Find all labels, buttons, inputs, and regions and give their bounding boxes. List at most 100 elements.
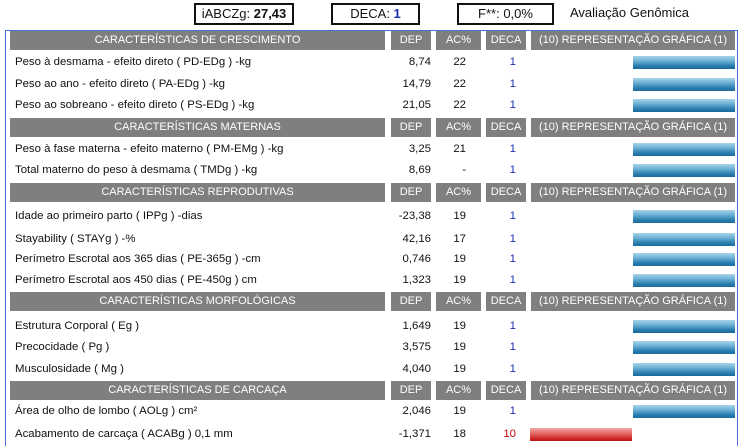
deca-column-header: DECA bbox=[486, 183, 526, 202]
deca-column-header: DECA bbox=[486, 118, 526, 137]
deca-value: 10 bbox=[503, 428, 516, 440]
table-row: Stayability ( STAYg ) -% 42,16 17 1 bbox=[10, 228, 735, 250]
graph-bar bbox=[633, 320, 735, 333]
dep-value: 4,040 bbox=[402, 363, 431, 375]
table-row: Peso à fase materna - efeito materno ( P… bbox=[10, 138, 735, 160]
deca-label: DECA: bbox=[350, 6, 394, 21]
dep-value: 1,323 bbox=[402, 274, 431, 286]
dep-column-header: DEP bbox=[391, 183, 431, 202]
table-row: Idade ao primeiro parto ( IPPg ) -dias -2… bbox=[10, 205, 735, 227]
f-value: 0,0% bbox=[503, 6, 533, 21]
ac-value: 18 bbox=[453, 428, 466, 440]
table-row: Área de olho de lombo ( AOLg ) cm² 2,046 1… bbox=[10, 400, 735, 422]
section-title: CARACTERÍSTICAS MATERNAS bbox=[10, 118, 385, 137]
trait-label: Peso ao sobreano - efeito direto ( PS-ED… bbox=[15, 99, 255, 111]
dep-value: 8,74 bbox=[408, 56, 431, 68]
ac-column-header: AC% bbox=[436, 381, 481, 400]
section-header: CARACTERÍSTICAS DE CARCAÇA DEP AC% DECA (10)… bbox=[10, 381, 735, 400]
dep-column-header: DEP bbox=[391, 31, 431, 50]
ac-value: 17 bbox=[453, 233, 466, 245]
deca-value: 1 bbox=[509, 233, 516, 245]
section-header: CARACTERÍSTICAS MATERNAS DEP AC% DECA (10) R… bbox=[10, 118, 735, 137]
dep-value: -23,38 bbox=[398, 210, 431, 222]
deca-value: 1 bbox=[509, 78, 516, 90]
table-row: Peso à desmama - efeito direto ( PD-EDg … bbox=[10, 51, 735, 73]
dep-value: 1,649 bbox=[402, 320, 431, 332]
graph-bar bbox=[633, 405, 735, 418]
trait-label: Peso à desmama - efeito direto ( PD-EDg … bbox=[15, 56, 252, 68]
table-row: Peso ao sobreano - efeito direto ( PS-ED… bbox=[10, 94, 735, 116]
dep-value: 3,25 bbox=[408, 143, 431, 155]
trait-label: Área de olho de lombo ( AOLg ) cm² bbox=[15, 405, 198, 417]
graph-bar bbox=[633, 274, 735, 287]
table-row: Perímetro Escrotal aos 450 dias ( PE-450… bbox=[10, 269, 735, 291]
ac-value: 19 bbox=[453, 405, 466, 417]
graph-bar bbox=[633, 143, 735, 156]
ac-value: 19 bbox=[453, 210, 466, 222]
graph-bar bbox=[633, 78, 735, 91]
graph-bar bbox=[633, 56, 735, 69]
section-title: CARACTERÍSTICAS DE CRESCIMENTO bbox=[10, 31, 385, 50]
deca-value: 1 bbox=[509, 210, 516, 222]
graph-column-header: (10) REPRESENTAÇÃO GRÁFICA (1) bbox=[531, 381, 735, 400]
trait-label: Perímetro Escrotal aos 365 dias ( PE-365… bbox=[15, 253, 261, 265]
deca-value: 1 bbox=[509, 363, 516, 375]
trait-label: Musculosidade ( Mg ) bbox=[15, 363, 124, 375]
dep-column-header: DEP bbox=[391, 118, 431, 137]
trait-label: Estrutura Corporal ( Eg ) bbox=[15, 320, 140, 332]
page-title: Avaliação Genômica bbox=[570, 5, 689, 20]
dep-value: 3,575 bbox=[402, 341, 431, 353]
ac-value: 22 bbox=[453, 99, 466, 111]
deca-value: 1 bbox=[509, 56, 516, 68]
ac-value: - bbox=[462, 164, 466, 176]
ac-column-header: AC% bbox=[436, 292, 481, 311]
graph-column-header: (10) REPRESENTAÇÃO GRÁFICA (1) bbox=[531, 292, 735, 311]
table-row: Precocidade ( Pg ) 3,575 19 1 bbox=[10, 336, 735, 358]
f-label: F**: bbox=[478, 6, 504, 21]
results-frame bbox=[5, 30, 738, 446]
section-header: CARACTERÍSTICAS REPRODUTIVAS DEP AC% DECA (1… bbox=[10, 183, 735, 202]
trait-label: Stayability ( STAYg ) -% bbox=[15, 233, 136, 245]
graph-bar bbox=[633, 363, 735, 376]
graph-bar bbox=[633, 99, 735, 112]
graph-bar bbox=[633, 341, 735, 354]
deca-value: 1 bbox=[509, 405, 516, 417]
ac-value: 22 bbox=[453, 56, 466, 68]
dep-value: 2,046 bbox=[402, 405, 431, 417]
graph-column-header: (10) REPRESENTAÇÃO GRÁFICA (1) bbox=[531, 31, 735, 50]
deca-value: 1 bbox=[509, 143, 516, 155]
f-box: F**: 0,0% bbox=[457, 3, 554, 25]
deca-value: 1 bbox=[509, 253, 516, 265]
deca-value: 1 bbox=[509, 99, 516, 111]
ac-value: 19 bbox=[453, 341, 466, 353]
graph-column-header: (10) REPRESENTAÇÃO GRÁFICA (1) bbox=[531, 118, 735, 137]
deca-value: 1 bbox=[509, 320, 516, 332]
graph-bar bbox=[633, 253, 735, 266]
graph-bar bbox=[633, 164, 735, 177]
ac-column-header: AC% bbox=[436, 31, 481, 50]
deca-column-header: DECA bbox=[486, 292, 526, 311]
ac-value: 21 bbox=[453, 143, 466, 155]
graph-bar bbox=[633, 210, 735, 223]
dep-value: -1,371 bbox=[398, 428, 431, 440]
table-row: Musculosidade ( Mg ) 4,040 19 1 bbox=[10, 358, 735, 380]
graph-column-header: (10) REPRESENTAÇÃO GRÁFICA (1) bbox=[531, 183, 735, 202]
ac-value: 22 bbox=[453, 78, 466, 90]
table-row: Peso ao ano - efeito direto ( PA-EDg ) -… bbox=[10, 73, 735, 95]
section-title: CARACTERÍSTICAS DE CARCAÇA bbox=[10, 381, 385, 400]
section-header: CARACTERÍSTICAS MORFOLÓGICAS DEP AC% DECA (1… bbox=[10, 292, 735, 311]
ac-value: 19 bbox=[453, 253, 466, 265]
ac-column-header: AC% bbox=[436, 118, 481, 137]
iabczg-label: iABCZg: bbox=[201, 6, 254, 21]
trait-label: Total materno do peso à desmama ( TMDg )… bbox=[15, 164, 258, 176]
deca-value: 1 bbox=[393, 6, 401, 21]
trait-label: Peso ao ano - efeito direto ( PA-EDg ) -… bbox=[15, 78, 225, 90]
dep-value: 14,79 bbox=[402, 78, 431, 90]
ac-value: 19 bbox=[453, 274, 466, 286]
dep-value: 42,16 bbox=[402, 233, 431, 245]
table-row: Estrutura Corporal ( Eg ) 1,649 19 1 bbox=[10, 315, 735, 337]
deca-box: DECA: 1 bbox=[331, 3, 420, 25]
trait-label: Perímetro Escrotal aos 450 dias ( PE-450… bbox=[15, 274, 257, 286]
table-row: Perímetro Escrotal aos 365 dias ( PE-365… bbox=[10, 248, 735, 270]
iabczg-value: 27,43 bbox=[253, 6, 287, 21]
